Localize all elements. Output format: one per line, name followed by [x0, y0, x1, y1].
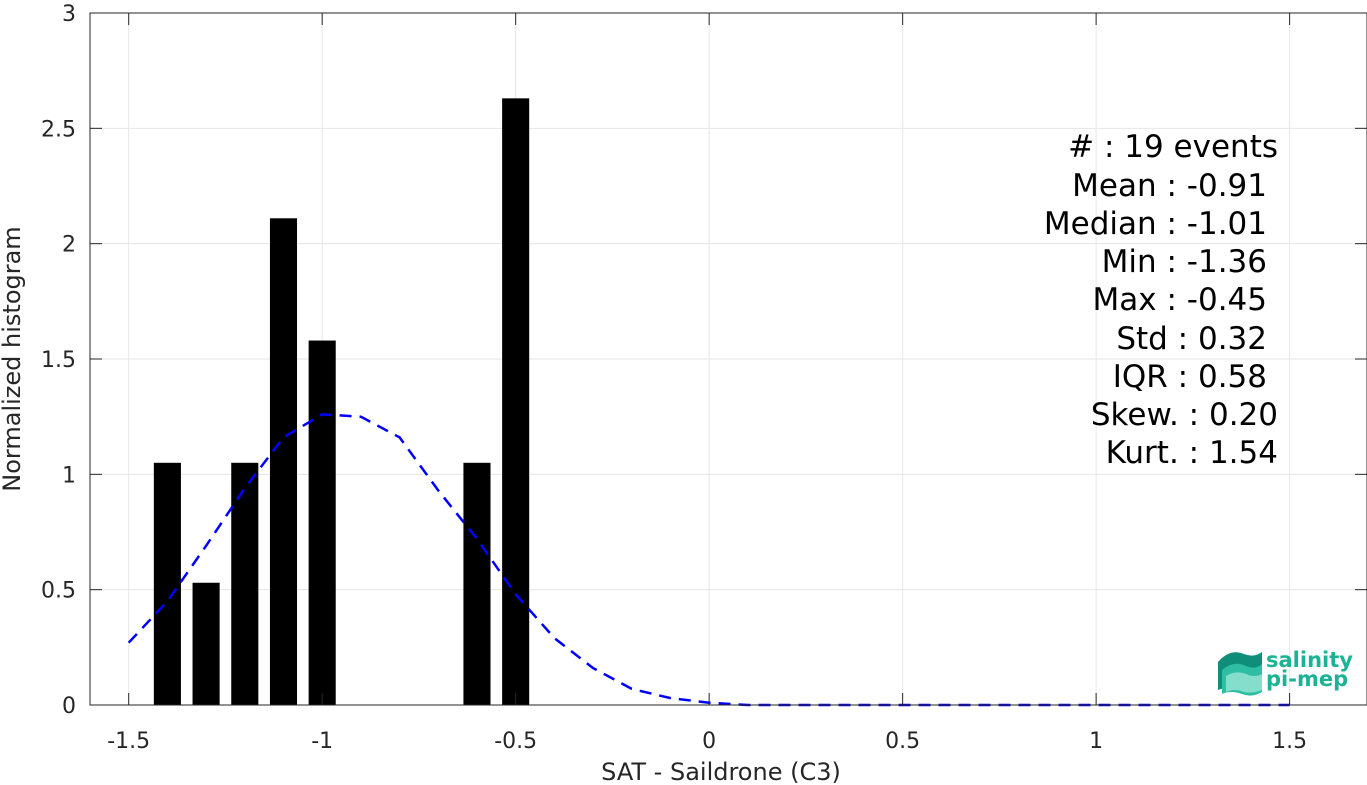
- statistics-annotation: # : 19 events Mean : -0.91 Median : -1.0…: [1044, 129, 1278, 471]
- y-tick-label: 2: [62, 233, 76, 258]
- y-tick-label: 3: [62, 2, 76, 27]
- x-tick-label: 0: [702, 729, 716, 754]
- histogram-bar: [192, 582, 220, 705]
- wave-logo-icon: [1218, 652, 1262, 696]
- stat-min: Min : -1.36: [1102, 244, 1267, 280]
- histogram-bar: [463, 462, 491, 705]
- stat-skew: Skew. : 0.20: [1091, 397, 1278, 433]
- histogram-bar: [269, 218, 298, 705]
- y-axis-label: Normalized histogram: [0, 226, 26, 491]
- x-tick-label: 1: [1089, 729, 1103, 754]
- logo-text-pi-mep: pi-mep: [1266, 667, 1348, 691]
- y-axis-ticks: 0 0.5 1 1.5 2 2.5 3: [41, 2, 1367, 719]
- stat-kurt: Kurt. : 1.54: [1106, 435, 1278, 471]
- stat-max: Max : -0.45: [1093, 282, 1267, 318]
- stat-std: Std : 0.32: [1116, 321, 1267, 357]
- y-tick-label: 1: [62, 463, 76, 488]
- x-tick-label: -1: [311, 729, 333, 754]
- histogram-bar: [502, 98, 530, 705]
- x-tick-label: -0.5: [494, 729, 537, 754]
- x-tick-label: 0.5: [885, 729, 920, 754]
- x-tick-label: -1.5: [107, 729, 150, 754]
- stat-median: Median : -1.01: [1044, 206, 1267, 242]
- salinity-pi-mep-logo: salinity pi-mep: [1218, 648, 1353, 696]
- histogram-bars: [153, 98, 530, 705]
- stat-count: # : 19 events: [1068, 129, 1278, 165]
- stat-iqr: IQR : 0.58: [1113, 359, 1267, 395]
- y-tick-label: 0.5: [41, 579, 76, 604]
- logo-text-salinity: salinity: [1266, 648, 1353, 672]
- y-tick-label: 2.5: [41, 117, 76, 142]
- x-axis-ticks: -1.5 -1 -0.5 0 0.5 1 1.5: [107, 13, 1307, 754]
- x-tick-label: 1.5: [1272, 729, 1307, 754]
- y-tick-label: 0: [62, 694, 76, 719]
- x-axis-label: SAT - Saildrone (C3): [601, 758, 841, 785]
- histogram-bar: [308, 340, 336, 705]
- y-tick-label: 1.5: [41, 348, 76, 373]
- histogram-bar: [231, 462, 259, 705]
- histogram-bar: [153, 462, 181, 705]
- stat-mean: Mean : -0.91: [1072, 168, 1267, 204]
